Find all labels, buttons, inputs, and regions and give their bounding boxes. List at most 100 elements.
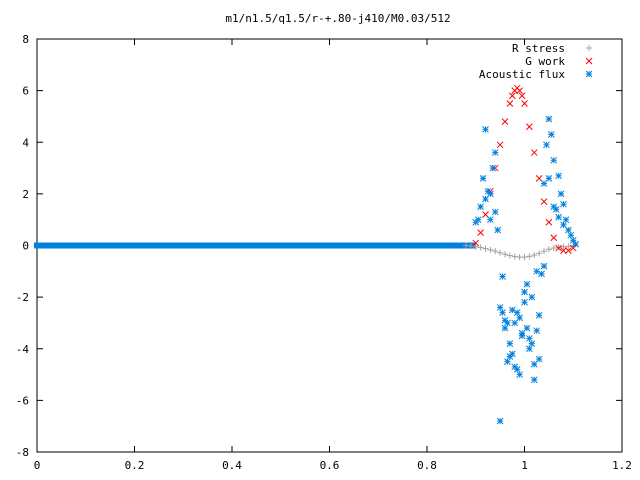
data-point [477,203,484,211]
data-point [508,92,516,100]
data-point [531,252,538,259]
data-point [547,131,555,138]
data-point [516,371,523,378]
x-tick-label: 0 [34,459,41,472]
data-point [543,141,550,149]
data-point [526,123,533,131]
data-point [501,324,509,332]
data-point [518,329,526,337]
data-point [508,306,516,314]
data-point [550,234,558,242]
data-point [535,175,543,182]
data-point [555,244,562,252]
data-point [492,248,499,255]
data-point [567,231,575,239]
data-point [497,249,504,256]
data-point [521,288,528,296]
chart-title: m1/n1.5/q1.5/r-+.80-j410/M0.03/512 [225,12,450,25]
data-point [477,229,484,236]
data-point [530,376,538,384]
x-tick-label: 0.2 [125,459,145,472]
data-point [550,156,558,164]
data-point [535,311,543,319]
data-point [496,304,504,311]
data-point [572,240,580,248]
data-point [506,252,513,259]
data-point [526,253,533,260]
data-point [530,360,538,368]
y-tick-label: 2 [22,188,29,201]
data-point [516,87,523,94]
x-axis: 0 0.2 0.4 0.6 0.8 1 1.2 [34,39,632,472]
x-tick-label: 1 [521,459,528,472]
data-point [565,226,572,234]
data-point [513,309,521,316]
series-acoustic-flux [472,115,580,425]
data-point [487,246,494,253]
data-point [530,149,538,156]
data-point [504,319,511,327]
x-tick-label: 1.2 [612,459,632,472]
x-tick-label: 0.8 [417,459,437,472]
data-point [518,92,526,100]
data-point [491,208,499,216]
data-point [545,175,553,182]
data-point [523,324,531,332]
data-point [501,118,509,125]
y-tick-label: 6 [22,85,29,98]
data-point [482,245,489,252]
data-point [502,251,508,258]
data-point [499,273,506,280]
data-point [472,239,480,247]
data-point [482,211,489,218]
data-point [506,100,514,107]
data-point [550,245,557,252]
legend-marker [585,70,593,78]
data-point [496,417,504,425]
data-point [494,226,502,234]
data-point [536,250,543,257]
data-point [555,213,562,221]
y-tick-label: 0 [22,240,29,253]
data-point [511,319,519,327]
data-point [521,254,528,261]
data-point [550,203,558,211]
data-point [565,243,572,250]
data-point [521,100,528,107]
acoustic-flux-baseline [34,242,476,249]
data-point [511,253,518,260]
series-layer [34,84,580,425]
y-tick-label: 8 [22,33,29,46]
data-point [562,216,570,224]
data-point [565,247,572,255]
x-tick-label: 0.4 [222,459,242,472]
data-point [540,180,548,187]
data-point [499,309,506,316]
y-tick-label: -2 [16,291,29,304]
data-point [533,267,541,275]
data-point [472,243,479,250]
series-g-work [472,84,577,255]
data-point [523,280,531,288]
data-point [545,246,552,253]
data-point [560,243,567,250]
data-point [511,363,519,371]
data-point [545,115,553,123]
legend-label: G work [525,55,565,68]
data-point [540,262,548,270]
data-point [541,248,547,255]
data-point [528,293,536,301]
y-tick-label: 4 [22,136,29,149]
y-tick-label: -6 [16,394,29,407]
data-point [557,190,565,198]
data-point [540,198,548,205]
data-point [496,141,504,149]
data-point [555,244,562,251]
data-point [508,350,516,358]
data-point [526,335,533,342]
data-point [489,164,497,172]
data-point [526,345,533,353]
